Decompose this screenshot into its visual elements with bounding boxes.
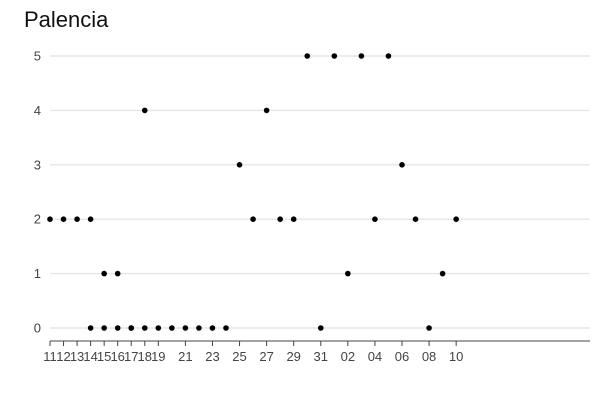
y-tick-label: 2 (34, 212, 41, 227)
data-point (358, 53, 365, 59)
data-point (47, 216, 53, 222)
x-tick-label: 10 (449, 349, 463, 364)
data-point (141, 325, 148, 331)
data-point (169, 325, 175, 331)
x-tick-label: 23 (205, 349, 219, 364)
data-point (196, 325, 202, 331)
data-points (47, 53, 459, 331)
data-point (290, 216, 297, 222)
x-tick-label: 15 (97, 349, 111, 364)
x-tick-label: 31 (314, 349, 328, 364)
data-point (345, 270, 351, 277)
x-tick-label: 04 (368, 349, 382, 364)
x-tick-label: 29 (286, 349, 300, 364)
data-point (236, 162, 243, 168)
x-tick-label: 11 (43, 349, 57, 364)
data-point (114, 325, 121, 331)
y-tick-label: 3 (34, 157, 41, 172)
x-tick-label: 12 (56, 349, 70, 364)
y-tick-label: 5 (34, 49, 41, 64)
data-point (304, 53, 311, 59)
x-tick-label: 02 (341, 349, 355, 364)
y-tick-label: 4 (34, 103, 41, 118)
x-tick-label: 16 (110, 349, 124, 364)
data-point (87, 325, 94, 331)
data-point (385, 53, 392, 59)
data-point (426, 325, 432, 331)
x-axis-ticks: 11 13 15 17 19 21 23 25 27 29 31 02 04 06 08 10 12 14 16 18 (43, 341, 463, 364)
data-point (223, 325, 229, 331)
data-point (101, 270, 107, 277)
data-point (60, 216, 67, 222)
y-axis-labels: 0 1 2 3 4 5 (34, 49, 41, 336)
data-point (317, 325, 324, 331)
data-point (128, 325, 135, 331)
data-point (412, 216, 419, 222)
x-tick-label: 25 (232, 349, 246, 364)
data-point (250, 216, 256, 222)
x-tick-label: 19 (151, 349, 165, 364)
data-point (101, 325, 107, 331)
gridlines (50, 55, 590, 329)
data-point (182, 325, 189, 331)
data-point (399, 162, 405, 168)
x-tick-label: 18 (138, 349, 152, 364)
y-tick-label: 0 (34, 321, 41, 336)
data-point (263, 107, 270, 114)
x-tick-label: 14 (83, 349, 97, 364)
data-point (155, 325, 162, 331)
x-tick-label: 21 (178, 349, 192, 364)
data-point (209, 325, 216, 331)
y-tick-label: 1 (34, 266, 41, 281)
data-point (141, 107, 148, 114)
x-tick-label: 13 (70, 349, 84, 364)
data-point (372, 216, 378, 222)
chart-title: Palencia (24, 7, 109, 32)
data-point (87, 216, 94, 222)
x-tick-label: 17 (124, 349, 138, 364)
data-point (74, 216, 80, 222)
data-point (453, 216, 459, 222)
data-point (277, 216, 283, 222)
x-tick-label: 27 (259, 349, 273, 364)
x-tick-label: 06 (395, 349, 409, 364)
x-tick-label: 08 (422, 349, 436, 364)
data-point (331, 53, 338, 59)
data-point (439, 270, 446, 277)
data-point (114, 270, 121, 277)
